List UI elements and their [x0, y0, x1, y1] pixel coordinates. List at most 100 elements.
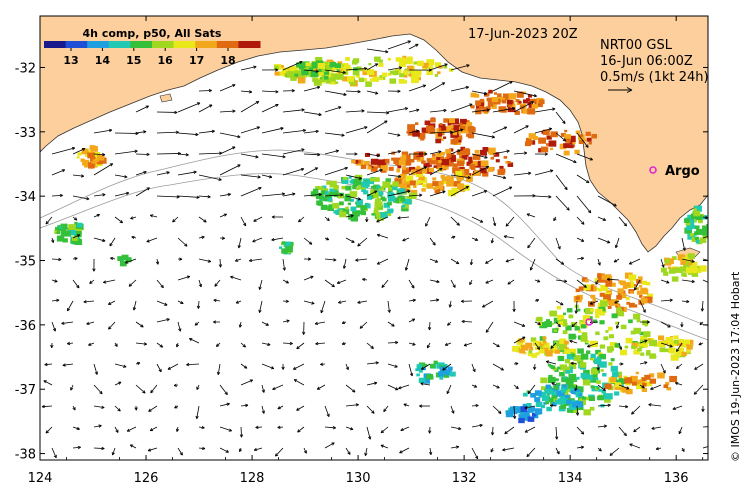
sst-pixel	[339, 209, 343, 213]
current-vector	[103, 279, 116, 283]
current-vector-head	[655, 447, 660, 451]
current-vector	[534, 363, 536, 370]
sst-pixel	[547, 348, 551, 352]
current-vector-head	[173, 383, 177, 387]
current-vector-head	[114, 343, 118, 347]
current-vector-head	[341, 133, 345, 137]
current-vector-head	[560, 261, 565, 265]
sst-pixel	[649, 378, 656, 384]
sst-pixel	[530, 337, 537, 342]
current-vector-head	[496, 344, 500, 348]
current-vector-head	[427, 327, 432, 331]
legend-tick-label: 13	[63, 54, 78, 67]
current-vector	[51, 258, 62, 261]
argo-float-marker[interactable]	[649, 166, 657, 174]
sst-pixel	[538, 99, 545, 105]
current-vector-head	[274, 453, 279, 457]
current-vector	[72, 426, 80, 430]
sst-pixel	[418, 133, 426, 139]
sst-pixel	[470, 160, 478, 167]
sst-pixel	[350, 206, 357, 212]
current-vector-head	[522, 336, 526, 340]
sst-pixel	[433, 360, 438, 365]
sst-pixel	[539, 321, 548, 329]
sst-pixel	[408, 73, 412, 77]
argo-float-marker[interactable]	[585, 318, 593, 326]
current-vector-head	[423, 166, 428, 170]
current-vector	[421, 363, 431, 370]
current-vector	[93, 194, 106, 197]
current-vector-head	[331, 283, 335, 288]
current-vector-head	[196, 102, 201, 106]
current-vector	[324, 216, 330, 221]
current-vector	[198, 195, 211, 198]
sst-pixel	[589, 406, 595, 411]
sst-pixel	[644, 374, 651, 380]
sst-pixel	[359, 68, 363, 72]
current-vector-head	[54, 279, 58, 283]
current-vector	[660, 342, 673, 348]
sst-pixel	[583, 369, 590, 376]
sst-pixel	[583, 409, 592, 416]
sst-pixel	[298, 63, 306, 70]
current-vector	[219, 403, 230, 407]
current-vector-head	[134, 149, 138, 153]
sst-pixel	[605, 274, 612, 279]
sst-pixel	[456, 135, 463, 140]
sst-pixel	[689, 233, 695, 237]
current-vector	[114, 192, 129, 197]
current-vector-head	[271, 237, 275, 242]
sst-pixel	[646, 293, 654, 299]
sst-pixel	[339, 211, 347, 218]
current-vector	[177, 447, 183, 456]
current-vector	[534, 195, 552, 198]
sst-pixel	[424, 120, 431, 126]
sst-pixel	[564, 349, 571, 354]
sst-pixel	[589, 340, 598, 348]
sst-pixel	[677, 254, 686, 261]
current-vector	[555, 279, 567, 282]
sst-pixel	[687, 214, 693, 219]
sst-pixel	[540, 377, 548, 384]
current-vector	[343, 258, 347, 269]
sst-pixel	[563, 366, 571, 373]
current-vector	[88, 342, 95, 346]
sst-pixel	[482, 106, 490, 113]
current-vector-head	[341, 320, 346, 325]
sst-pixel	[405, 188, 410, 193]
current-vector	[366, 48, 389, 53]
current-vector-head	[255, 155, 259, 159]
current-vector	[240, 379, 253, 386]
current-vector-head	[589, 301, 594, 305]
sst-pixel	[370, 166, 378, 172]
sst-pixel	[342, 76, 349, 82]
sst-pixel	[639, 285, 643, 288]
current-vector	[337, 279, 347, 284]
current-vector	[135, 105, 149, 113]
sst-pixel	[325, 72, 334, 79]
current-vector-head	[301, 148, 305, 152]
current-vector-head	[422, 84, 427, 88]
current-vector	[114, 174, 128, 178]
current-vector	[397, 216, 410, 219]
sst-pixel	[522, 403, 528, 408]
current-vector	[513, 321, 526, 327]
current-vector-head	[147, 448, 152, 452]
current-vector-head	[629, 443, 633, 447]
x-tick-label: 128	[240, 471, 265, 486]
sst-pixel	[402, 55, 407, 60]
sst-pixel	[601, 390, 606, 394]
current-vector	[146, 237, 158, 243]
current-vector	[597, 237, 611, 244]
sst-pixel	[644, 381, 651, 387]
sst-pixel	[506, 99, 513, 105]
current-vector	[387, 67, 402, 71]
sst-pixel	[541, 395, 549, 402]
sst-pixel	[678, 338, 684, 344]
sst-pixel	[596, 380, 601, 384]
current-vector	[387, 190, 411, 197]
sst-pixel	[423, 363, 428, 367]
sst-pixel	[598, 352, 603, 356]
current-vector	[618, 216, 627, 227]
current-vector	[72, 148, 86, 155]
